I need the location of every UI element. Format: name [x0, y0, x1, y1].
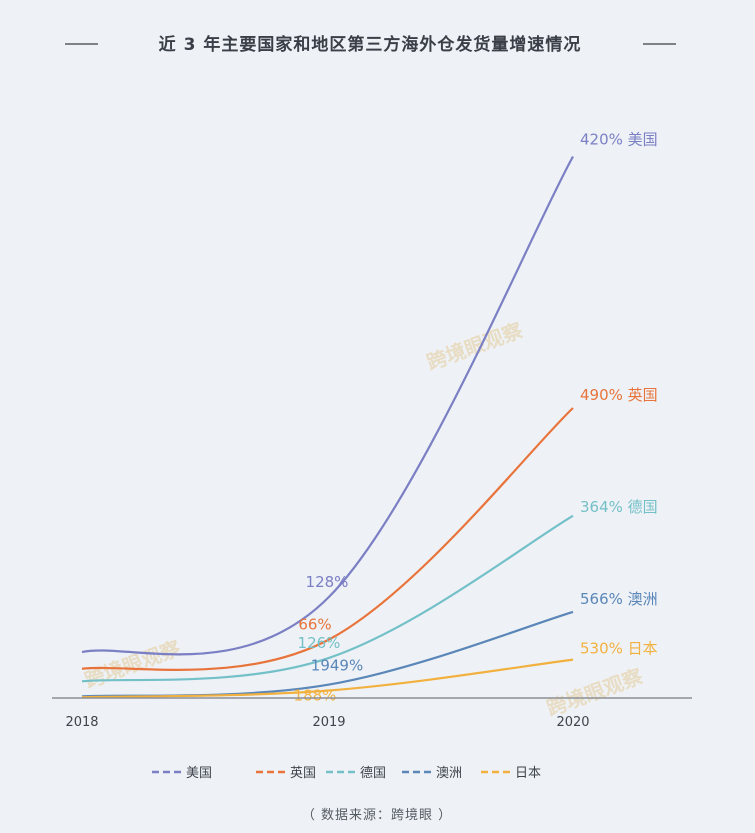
legend: 美国 英国 德国 澳洲 日本 [152, 765, 541, 781]
watermark: 跨境眼观察 [424, 318, 527, 375]
legend-label: 英国 [290, 766, 316, 781]
legend-label: 日本 [515, 766, 541, 781]
data-label: 126% [298, 634, 341, 652]
source-note: （ 数据来源：跨境眼 ） [302, 808, 452, 823]
series-line-5 [81, 658, 574, 699]
x-tick-label: 2019 [312, 715, 345, 730]
data-label: 566% 澳洲 [580, 590, 658, 608]
series-line-3 [81, 514, 574, 683]
series-line-2 [81, 407, 574, 671]
legend-label: 澳洲 [436, 765, 462, 781]
series-lines [81, 155, 574, 699]
x-ticks: 2018 2019 2020 [65, 715, 589, 730]
data-label: 420% 美国 [580, 130, 658, 148]
data-label: 364% 德国 [580, 498, 658, 516]
data-labels: 128% 420% 美国 66% 490% 英国 126% 364% 德国 1949% 566… [294, 130, 658, 704]
data-label: 128% [306, 573, 349, 591]
watermark: 跨境眼观察 [544, 664, 647, 721]
x-tick-label: 2020 [556, 715, 589, 730]
series-line-1 [81, 155, 574, 656]
watermark: 跨境眼观察 [82, 636, 185, 693]
data-label: 1949% [311, 657, 363, 675]
data-label: 530% 日本 [580, 640, 658, 658]
chart-title: 近 3 年主要国家和地区第三方海外仓发货量增速情况 [159, 34, 582, 55]
x-tick-label: 2018 [65, 715, 98, 730]
data-label: 188% [294, 686, 337, 704]
legend-label: 美国 [186, 766, 212, 781]
legend-label: 德国 [360, 766, 386, 781]
data-label: 66% [298, 616, 331, 634]
data-label: 490% 英国 [580, 386, 658, 404]
